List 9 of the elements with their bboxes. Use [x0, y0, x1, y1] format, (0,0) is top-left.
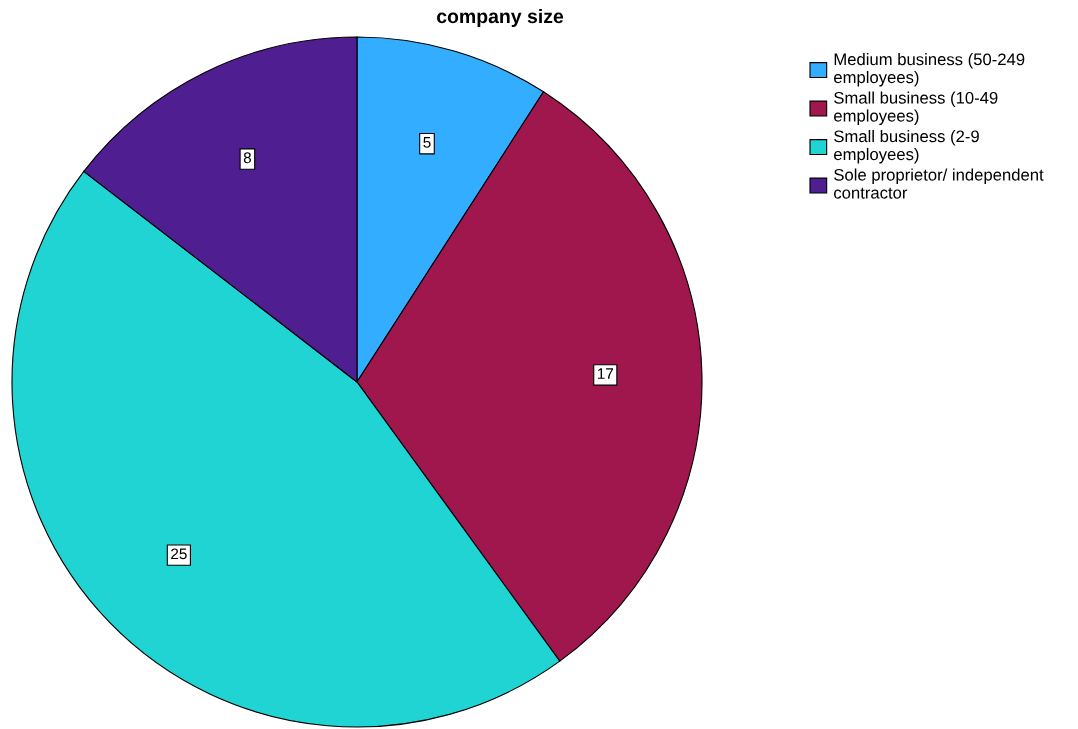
legend-label: Small business (10-49 employees) — [834, 91, 998, 125]
legend-label: Medium business (50-249 employees) — [834, 53, 1025, 87]
data-label: 17 — [597, 368, 614, 379]
legend-label: Small business (2-9 employees) — [834, 129, 979, 164]
data-label: 5 — [423, 137, 431, 148]
legend-label: Sole proprietor/ independent contractor — [834, 168, 1044, 199]
data-label: 8 — [243, 152, 251, 164]
chart-title: company size — [437, 8, 564, 28]
data-label: 25 — [171, 548, 187, 560]
